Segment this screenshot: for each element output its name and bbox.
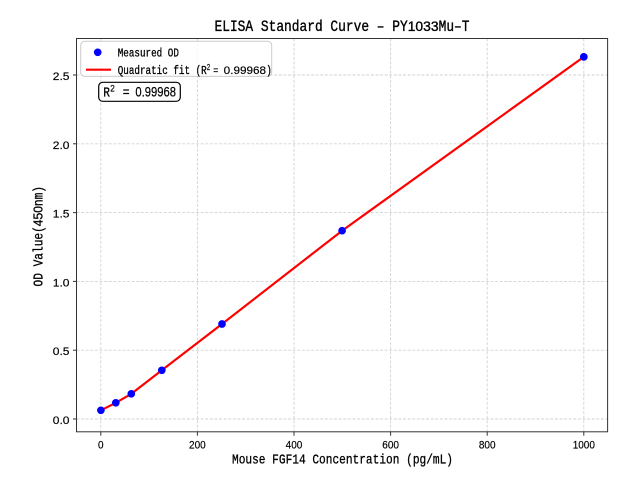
- svg-text:1.0: 1.0: [53, 277, 70, 289]
- svg-text:400: 400: [286, 439, 303, 451]
- svg-text:OD Value(: OD Value(: [32, 226, 48, 286]
- svg-text:0.99968: 0.99968: [135, 85, 176, 100]
- svg-text:200: 200: [189, 439, 206, 451]
- svg-text:0.99968: 0.99968: [224, 65, 266, 77]
- svg-text:0.5: 0.5: [53, 346, 70, 358]
- svg-text:2: 2: [110, 83, 115, 94]
- svg-text:Mouse FGF14 Concentration (pg/: Mouse FGF14 Concentration (pg/mL): [232, 452, 453, 468]
- svg-text:Quadratic fit (R: Quadratic fit (R: [118, 64, 207, 78]
- svg-text:1000: 1000: [573, 439, 595, 451]
- svg-text:600: 600: [382, 439, 399, 451]
- svg-text:): ): [266, 64, 272, 78]
- svg-text:nm): nm): [32, 186, 48, 206]
- svg-text:2.0: 2.0: [53, 140, 70, 152]
- svg-text:Measured OD: Measured OD: [118, 47, 179, 61]
- svg-text:R: R: [103, 86, 110, 102]
- svg-text:2.5: 2.5: [53, 71, 70, 83]
- svg-text:450: 450: [31, 206, 46, 226]
- svg-text:Mu–T: Mu–T: [439, 18, 470, 36]
- svg-text:1033: 1033: [408, 19, 439, 35]
- svg-text:1.5: 1.5: [53, 209, 70, 221]
- svg-text:2: 2: [207, 63, 211, 72]
- svg-text:0: 0: [98, 439, 104, 451]
- svg-text:=: =: [213, 65, 218, 77]
- svg-text:800: 800: [479, 439, 496, 451]
- svg-text:ELISA Standard Curve – PY: ELISA Standard Curve – PY: [215, 18, 409, 36]
- svg-text:0.0: 0.0: [53, 415, 70, 427]
- svg-text:=: =: [123, 85, 130, 100]
